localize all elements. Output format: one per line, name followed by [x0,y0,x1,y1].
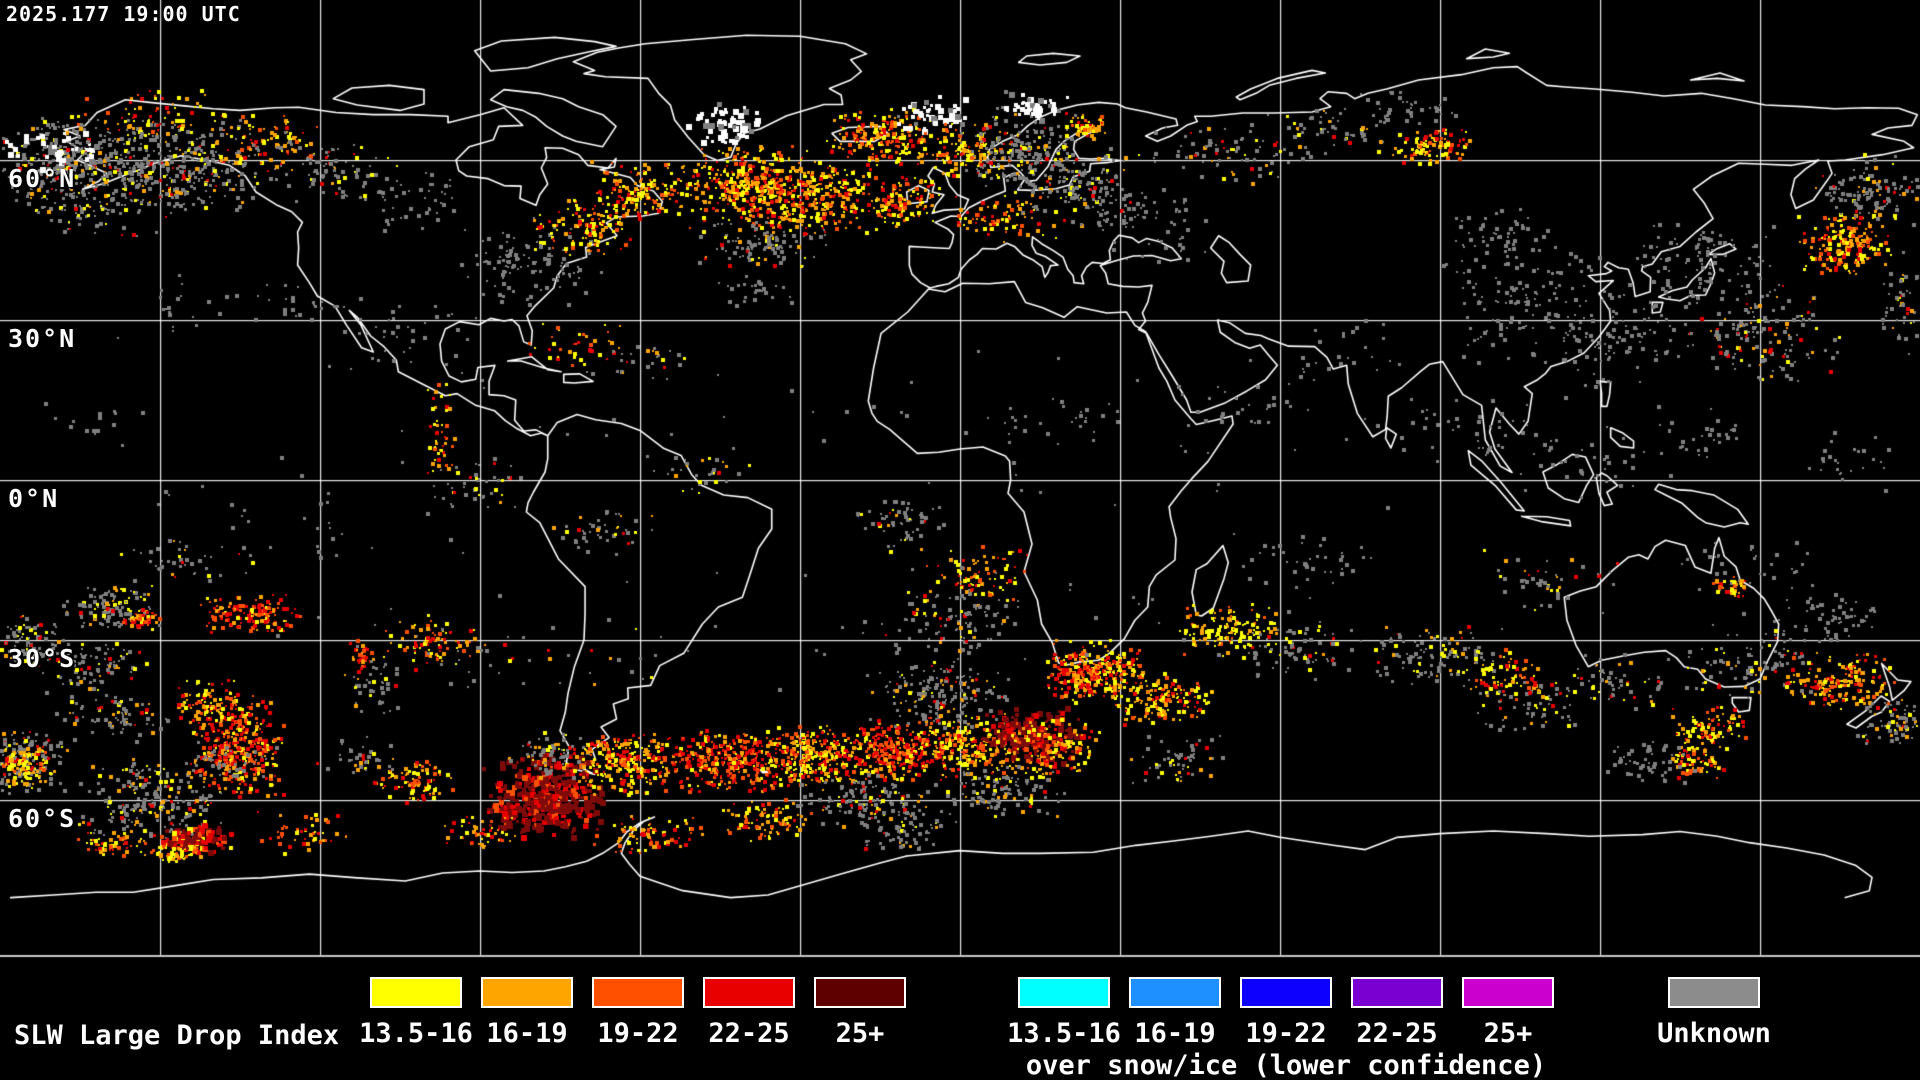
legend-swatch-snow-ice-2 [1240,977,1332,1008]
lat-label-30n: 30°N [8,324,77,353]
legend-label-snow-ice-1: 16-19 [1134,1018,1216,1049]
legend-swatch-standard-3 [703,977,795,1008]
world-map-canvas [0,0,1920,958]
legend-label-snow-ice-0: 13.5-16 [1007,1018,1121,1049]
legend-bar: SLW Large Drop Index over snow/ice (lowe… [0,958,1920,1080]
legend-swatch-snow-ice-1 [1129,977,1221,1008]
legend-label-unknown-0: Unknown [1657,1018,1771,1049]
lat-label-0n: 0°N [8,484,60,513]
legend-swatch-standard-0 [370,977,462,1008]
legend-label-snow-ice-3: 22-25 [1356,1018,1438,1049]
legend-swatch-snow-ice-0 [1018,977,1110,1008]
legend-label-standard-0: 13.5-16 [359,1018,473,1049]
legend-swatch-unknown-0 [1668,977,1760,1008]
legend-label-standard-3: 22-25 [708,1018,790,1049]
legend-label-standard-1: 16-19 [486,1018,568,1049]
legend-swatch-snow-ice-3 [1351,977,1443,1008]
legend-label-snow-ice-4: 25+ [1483,1018,1533,1049]
legend-label-standard-4: 25+ [835,1018,885,1049]
legend-note-snow-ice: over snow/ice (lower confidence) [1025,1050,1547,1080]
legend-swatch-standard-1 [481,977,573,1008]
legend-swatch-standard-4 [814,977,906,1008]
lat-label-30s: 30°S [8,644,77,673]
legend-label-snow-ice-2: 19-22 [1245,1018,1327,1049]
legend-label-standard-2: 19-22 [597,1018,679,1049]
timestamp-label: 2025.177 19:00 UTC [6,2,241,26]
legend-swatch-standard-2 [592,977,684,1008]
lat-label-60n: 60°N [8,164,77,193]
legend-title: SLW Large Drop Index [14,1020,340,1051]
lat-label-60s: 60°S [8,804,77,833]
legend-swatch-snow-ice-4 [1462,977,1554,1008]
